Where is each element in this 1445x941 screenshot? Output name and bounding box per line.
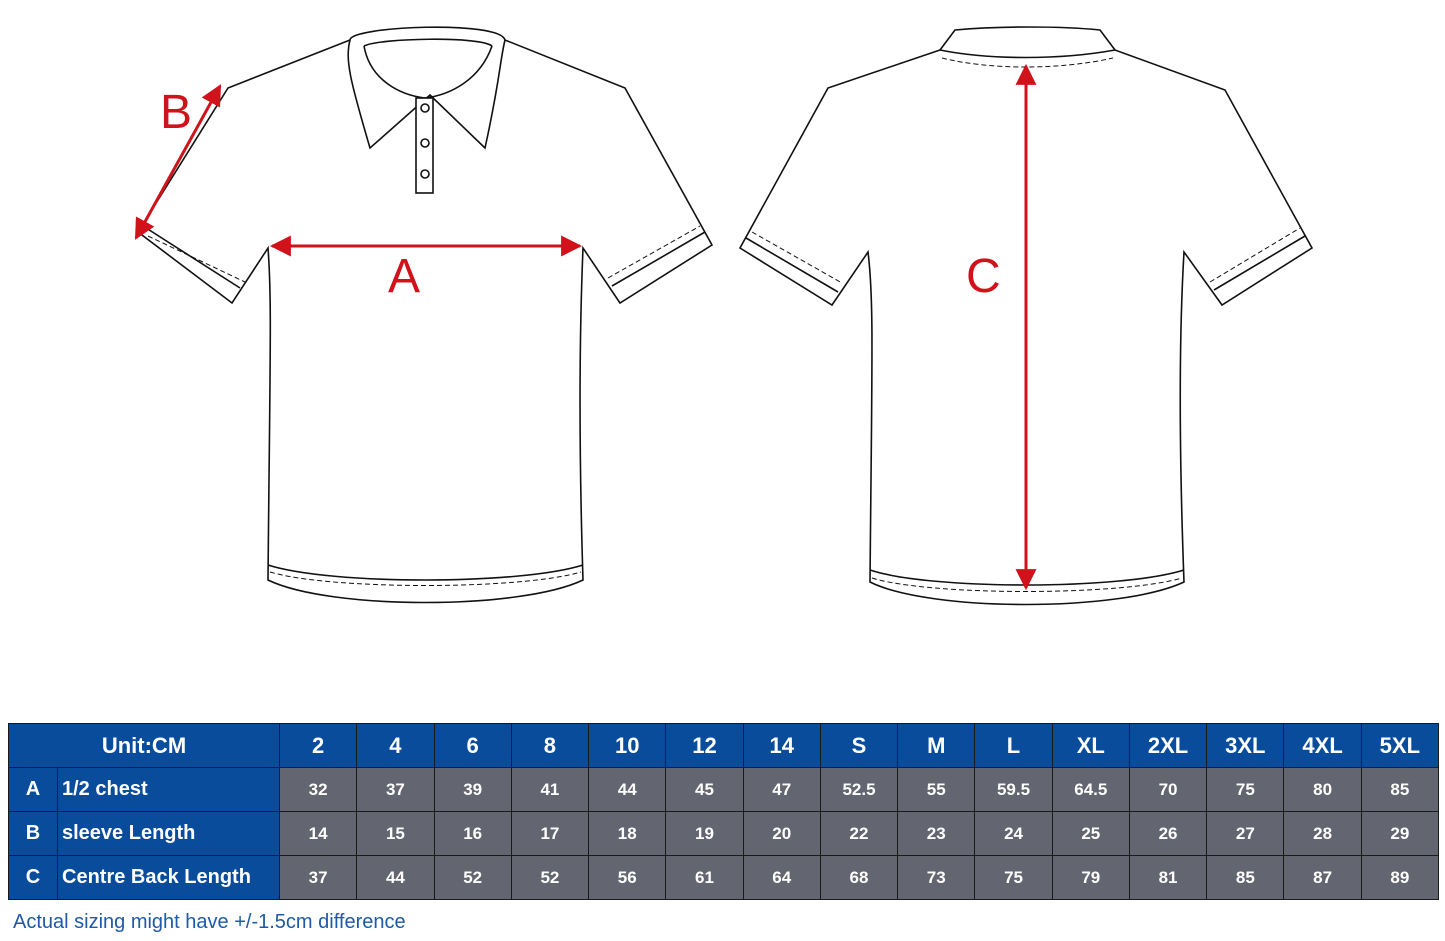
table-cell: 32 — [278, 767, 358, 812]
table-cell: 44 — [588, 767, 667, 812]
size-header-4xl: 4XL — [1283, 723, 1362, 768]
table-cell: 22 — [819, 811, 899, 856]
table-cell: 79 — [1051, 855, 1130, 900]
table-cell: 25 — [1051, 811, 1130, 856]
table-cell: 29 — [1360, 811, 1440, 856]
table-cell: 23 — [897, 811, 976, 856]
row-label: Centre Back Length — [57, 855, 280, 900]
table-cell: 52.5 — [819, 767, 899, 812]
size-header-3xl: 3XL — [1206, 723, 1285, 768]
table-cell: 45 — [665, 767, 744, 812]
sizing-note: Actual sizing might have +/-1.5cm differ… — [13, 911, 406, 933]
table-cell: 39 — [433, 767, 512, 812]
size-header-8: 8 — [510, 723, 590, 768]
row-label: 1/2 chest — [57, 767, 280, 812]
table-cell: 18 — [588, 811, 667, 856]
table-cell: 80 — [1283, 767, 1362, 812]
size-header-row: Unit:CM 2 4 6 8 10 12 14 S M L XL 2XL 3XL 4XL 5XL — [8, 723, 1440, 768]
table-cell: 73 — [897, 855, 976, 900]
size-header-2xl: 2XL — [1128, 723, 1208, 768]
table-cell: 75 — [974, 855, 1053, 900]
table-cell: 87 — [1283, 855, 1362, 900]
table-cell: 68 — [819, 855, 899, 900]
table-cell: 59.5 — [974, 767, 1053, 812]
table-cell: 28 — [1283, 811, 1362, 856]
table-cell: 89 — [1360, 855, 1440, 900]
size-header-12: 12 — [665, 723, 744, 768]
table-cell: 19 — [665, 811, 744, 856]
table-cell: 24 — [974, 811, 1053, 856]
table-cell: 55 — [897, 767, 976, 812]
size-header-14: 14 — [742, 723, 821, 768]
size-table: Unit:CM 2 4 6 8 10 12 14 S M L XL 2XL 3XL 4XL 5XL A 1/2… — [8, 723, 1440, 900]
table-cell: 17 — [510, 811, 590, 856]
table-cell: 64.5 — [1051, 767, 1130, 812]
table-cell: 44 — [356, 855, 435, 900]
table-cell: 61 — [665, 855, 744, 900]
size-header-s: S — [819, 723, 899, 768]
front-shirt — [136, 26, 714, 604]
table-cell: 41 — [510, 767, 590, 812]
table-cell: 15 — [356, 811, 435, 856]
table-cell: 85 — [1206, 855, 1285, 900]
size-header-10: 10 — [588, 723, 667, 768]
label-a: A — [388, 250, 420, 303]
table-row: C Centre Back Length 37 44 52 52 56 61 64 68 73 75 7… — [8, 855, 1440, 900]
table-cell: 37 — [278, 855, 358, 900]
table-cell: 64 — [742, 855, 821, 900]
size-header-6: 6 — [433, 723, 512, 768]
unit-label: Unit:CM — [8, 723, 280, 768]
table-cell: 16 — [433, 811, 512, 856]
table-cell: 85 — [1360, 767, 1440, 812]
table-cell: 75 — [1206, 767, 1285, 812]
row-letter: B — [8, 811, 58, 856]
label-c: C — [966, 250, 1001, 303]
table-cell: 37 — [356, 767, 435, 812]
size-header-2: 2 — [278, 723, 358, 768]
row-letter: C — [8, 855, 58, 900]
table-cell: 81 — [1128, 855, 1208, 900]
table-cell: 52 — [433, 855, 512, 900]
size-header-4: 4 — [356, 723, 435, 768]
shirt-diagram: A B C — [134, 26, 1314, 606]
table-cell: 70 — [1128, 767, 1208, 812]
size-header-l: L — [974, 723, 1053, 768]
table-cell: 27 — [1206, 811, 1285, 856]
size-header-5xl: 5XL — [1360, 723, 1440, 768]
sleeve-arrow — [134, 84, 222, 240]
row-label: sleeve Length — [57, 811, 280, 856]
size-header-m: M — [897, 723, 976, 768]
measure-arrows — [134, 63, 1037, 591]
table-cell: 14 — [278, 811, 358, 856]
size-header-xl: XL — [1051, 723, 1130, 768]
table-cell: 52 — [510, 855, 590, 900]
row-letter: A — [8, 767, 58, 812]
table-cell: 56 — [588, 855, 667, 900]
table-row: A 1/2 chest 32 37 39 41 44 45 47 52.5 55 59.5 64.5 70… — [8, 767, 1440, 812]
table-cell: 26 — [1128, 811, 1208, 856]
table-cell: 20 — [742, 811, 821, 856]
table-cell: 47 — [742, 767, 821, 812]
label-b: B — [160, 86, 192, 139]
